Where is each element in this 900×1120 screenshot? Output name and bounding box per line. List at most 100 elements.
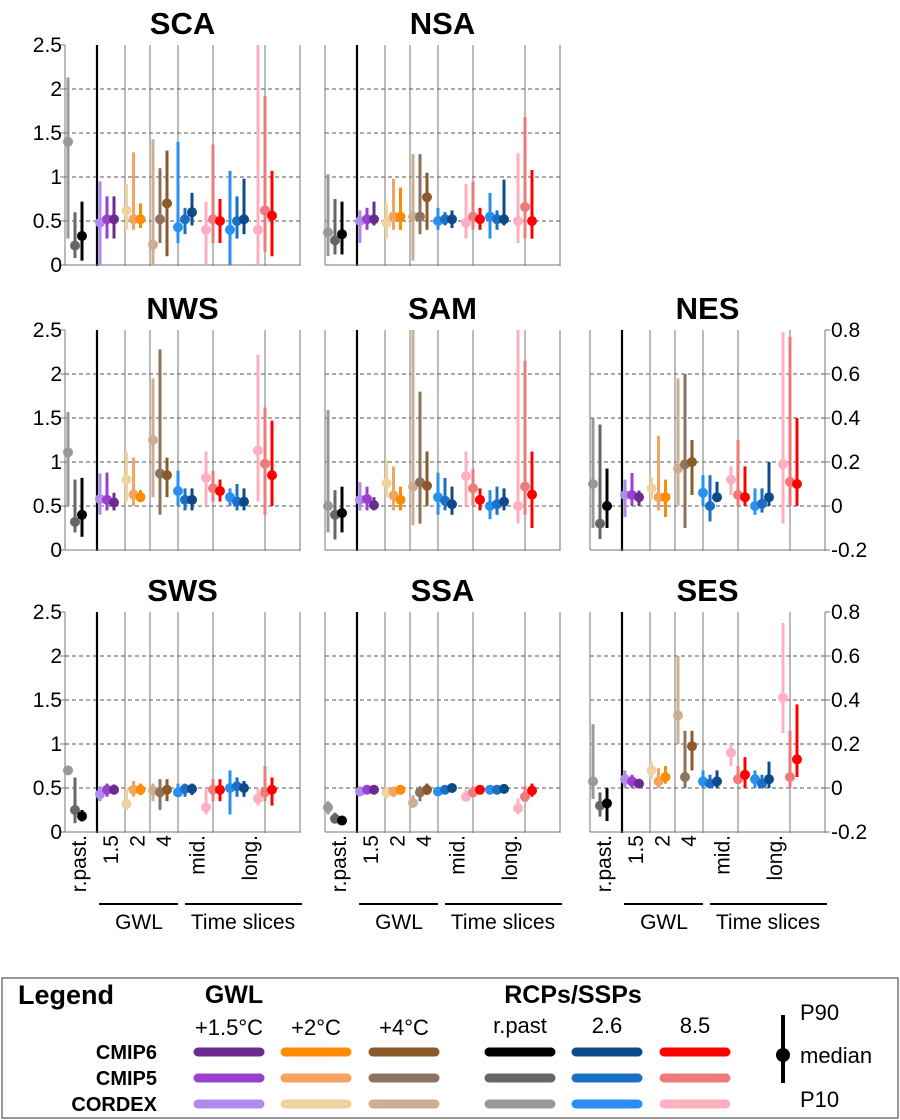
marker-rcp26-cmip6-median [447, 214, 457, 225]
marker-gwl2-cmip6-median [135, 784, 146, 795]
time-group-label: Time slices [451, 911, 555, 934]
y-tick-label: 0.6 [831, 645, 860, 668]
x-category-label: r.past. [593, 835, 616, 892]
y-tick-label: 1 [50, 166, 62, 189]
marker-rcp26-cordex-median [173, 222, 183, 233]
x-category-label: 2 [127, 835, 150, 847]
marker-rcp85-cordex-median [461, 471, 471, 482]
x-category-label: r.past. [68, 835, 91, 892]
x-category-label: 4 [413, 835, 436, 847]
y-tick-label: 2 [50, 78, 62, 101]
marker-gwl4-cmip5-median [680, 772, 690, 782]
y-tick-label: 2.5 [33, 34, 62, 57]
marker-rpast-cordex-median [588, 776, 598, 787]
marker-rcp26b-cmip6-median [239, 783, 249, 793]
marker-rcp85b-cordex-median [253, 793, 263, 804]
marker-rpast-cmip6-median [602, 501, 612, 511]
marker-rcp85b-cordex-median [513, 501, 523, 511]
marker-gwl4-cordex-median [408, 797, 418, 808]
marker-rcp85-cmip6-median [475, 494, 485, 505]
marker-gwl2-cmip6-median [135, 492, 146, 503]
panel-title: SSA [411, 573, 475, 608]
marker-rcp85b-cmip6-median [267, 470, 277, 481]
marker-gwl15-cmip5-median [102, 214, 112, 225]
marker-rcp26-cmip5-median [180, 783, 190, 794]
marker-rcp26b-cmip6-median [499, 496, 509, 507]
marker-rcp26-cordex-median [698, 487, 708, 498]
marker-rcp26-cmip5-median [440, 214, 450, 225]
category-labels-layer: r.past. 1.5 2 4 mid. long.GWL Time slicesr.pas… [68, 835, 827, 934]
y-tick-label: 0.4 [831, 689, 861, 712]
marker-rpast-cordex-median [323, 227, 333, 238]
marker-rpast-cmip5-median [70, 240, 80, 251]
marker-gwl2-cmip6-median [395, 784, 406, 795]
panel-nws: NWS 0 0.5 1 1.5 2 2.5 [33, 291, 301, 562]
y-tick-label: 0 [50, 821, 62, 844]
marker-gwl15-cmip5-median [102, 784, 112, 795]
marker-rcp85b-cmip6-median [792, 479, 802, 489]
marker-rcp26-cmip5-median [705, 501, 715, 511]
marker-rpast-cordex-median [323, 802, 333, 813]
marker-rcp26b-cmip5-median [232, 496, 242, 507]
y-tick-label: 0 [50, 254, 62, 277]
marker-rpast-cmip6-median [337, 229, 347, 240]
legend-col-gwl4: +4°C [379, 1015, 429, 1040]
marker-rcp85b-cmip6-median [527, 216, 537, 226]
x-category-label: 2 [387, 835, 410, 847]
y-tick-label: 0.6 [831, 363, 860, 386]
y-tick-label: 2.5 [33, 601, 62, 624]
marker-gwl2-cmip5-median [128, 784, 139, 795]
y-tick-label: 0.5 [33, 495, 62, 518]
y-tick-label: 1 [50, 733, 62, 756]
x-category-label: mid. [447, 835, 470, 875]
marker-rcp85b-cordex-median [253, 224, 263, 235]
panel-sws: SWS 0 0.5 1 1.5 2 2.5 [33, 573, 301, 844]
panel-title: NWS [146, 291, 218, 326]
marker-rpast-cmip6-median [337, 508, 347, 519]
marker-gwl4-cmip6-median [687, 741, 697, 752]
marker-gwl15-cmip6-median [634, 492, 644, 503]
y-tick-label: 0.5 [33, 777, 62, 800]
x-category-label: 1.5 [625, 835, 648, 864]
x-category-label: 1.5 [360, 835, 383, 864]
marker-gwl4-cmip6-median [422, 784, 432, 795]
legend-swatches [193, 1047, 731, 1109]
marker-gwl4-cmip6-median [162, 784, 172, 795]
marker-rcp26-cmip6-median [447, 499, 457, 510]
legend-p90: P90 [800, 1000, 839, 1025]
marker-rpast-cordex-median [63, 765, 73, 776]
marker-rpast-cmip5-median [595, 518, 605, 529]
marker-rcp26b-cmip6-median [764, 492, 774, 503]
marker-gwl4-cmip6-median [422, 192, 432, 203]
marker-gwl15-cmip5-median [362, 493, 372, 504]
y-tick-label: 0 [831, 777, 843, 800]
marker-rcp26b-cmip6-median [239, 496, 249, 507]
marker-gwl4-cmip6-median [687, 457, 697, 467]
y-tick-label: 2.5 [33, 319, 62, 342]
marker-gwl15-cmip6-median [109, 497, 119, 508]
marker-gwl15-cmip5-median [362, 214, 372, 225]
panels-layer: SCA 0 0.5 1 1.5 2 2.5 NSA NWS 0 0.5 1 1.5 2 2.5 SAM NES -… [33, 6, 867, 844]
marker-gwl15-cordex-median [620, 490, 630, 500]
marker-rcp85-cmip6-median [215, 784, 225, 795]
marker-gwl4-cmip6-median [162, 198, 172, 209]
panel-sca: SCA 0 0.5 1 1.5 2 2.5 [33, 6, 301, 277]
x-category-label: 4 [678, 835, 701, 847]
marker-gwl2-cordex-median [121, 205, 132, 216]
marker-rcp85b-cmip5-median [520, 201, 530, 212]
gwl-group-label: GWL [375, 911, 423, 934]
marker-rpast-cordex-median [63, 136, 73, 147]
marker-gwl2-cmip5-median [388, 211, 399, 222]
marker-gwl4-cordex-median [408, 211, 418, 222]
marker-gwl15-cmip6-median [634, 778, 644, 789]
marker-rpast-cmip6-median [602, 798, 612, 809]
marker-gwl4-cmip5-median [155, 214, 165, 225]
marker-rpast-cmip5-median [70, 805, 80, 815]
legend-gwl-header: GWL [205, 981, 263, 1009]
marker-rcp85b-cmip6-median [527, 785, 537, 796]
y-tick-label: 2 [50, 363, 62, 386]
marker-rcp85-cordex-median [201, 472, 211, 483]
y-tick-label: 0 [831, 495, 843, 518]
marker-rcp85-cordex-median [461, 217, 471, 228]
